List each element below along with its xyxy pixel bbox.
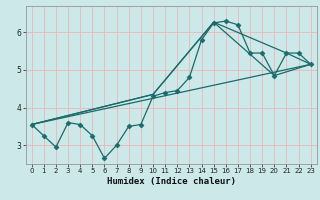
X-axis label: Humidex (Indice chaleur): Humidex (Indice chaleur): [107, 177, 236, 186]
